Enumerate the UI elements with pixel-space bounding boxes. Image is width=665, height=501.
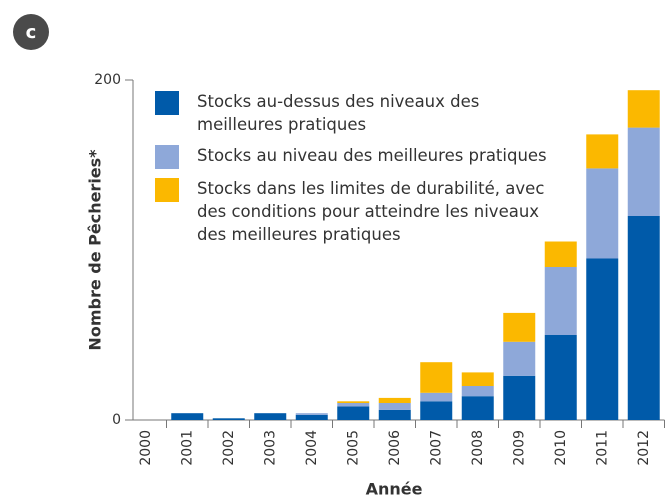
bar-segment xyxy=(337,403,370,407)
bar-segment xyxy=(420,401,453,420)
bar-segment xyxy=(544,267,577,335)
bar-segment xyxy=(295,413,328,415)
bar-segment xyxy=(337,406,370,420)
bar-segment xyxy=(627,216,660,420)
bar-segment xyxy=(586,134,619,169)
bar-segment xyxy=(544,241,577,267)
x-tick-label: 2001 xyxy=(179,430,195,466)
y-axis-label: Nombre de Pêcheries* xyxy=(86,149,105,351)
legend-label: Stocks au niveau des meilleures pratique… xyxy=(197,146,547,165)
legend-swatch xyxy=(155,178,179,202)
bar-segment xyxy=(627,90,660,128)
bar-segment xyxy=(461,372,494,386)
legend-entry: Stocks au-dessus des niveaux des meilleu… xyxy=(155,90,617,136)
bar-segment xyxy=(295,414,328,420)
x-tick-label: 2006 xyxy=(387,430,403,466)
bar-segment xyxy=(503,375,536,420)
panel-label: c xyxy=(26,22,37,43)
legend-entry: Stocks au niveau des meilleures pratique… xyxy=(155,144,617,169)
x-tick-label: 2008 xyxy=(470,430,486,466)
x-tick-label: 2007 xyxy=(428,430,444,466)
bar-segment xyxy=(171,413,204,420)
y-tick-label: 0 xyxy=(112,412,121,428)
legend-label: Stocks dans les limites de durabilité, a… xyxy=(197,179,545,244)
legend-entry: Stocks dans les limites de durabilité, a… xyxy=(155,177,617,246)
legend-swatch xyxy=(155,91,179,115)
x-tick-label: 2011 xyxy=(594,430,610,466)
x-tick-label: 2004 xyxy=(304,430,320,466)
x-tick-label: 2009 xyxy=(511,430,527,466)
legend: Stocks au-dessus des niveaux des meilleu… xyxy=(155,90,617,254)
bar-segment xyxy=(378,403,411,410)
bar-segment xyxy=(627,127,660,216)
bar-segment xyxy=(461,386,494,397)
x-tick-label: 2003 xyxy=(262,430,278,466)
panel-badge xyxy=(13,14,49,50)
bar-segment xyxy=(586,258,619,420)
bar-segment xyxy=(503,312,536,342)
bar-segment xyxy=(586,168,619,259)
x-tick-label: 2000 xyxy=(138,430,154,466)
bar-segment xyxy=(420,392,453,402)
bar-segment xyxy=(378,409,411,420)
bar-segment xyxy=(420,362,453,393)
x-axis-label: Année xyxy=(366,480,423,499)
legend-label: Stocks au-dessus des niveaux des meilleu… xyxy=(197,92,480,134)
bar-segment xyxy=(337,401,370,403)
bar-segment xyxy=(378,397,411,403)
x-tick-label: 2010 xyxy=(553,430,569,466)
bar-segment xyxy=(461,396,494,420)
bar-segment xyxy=(254,413,287,420)
y-tick-label: 200 xyxy=(94,72,121,88)
bar-segment xyxy=(503,341,536,376)
x-tick-label: 2005 xyxy=(345,430,361,466)
bar-segment xyxy=(212,418,245,420)
x-tick-label: 2012 xyxy=(636,430,652,466)
legend-swatch xyxy=(155,145,179,169)
bar-segment xyxy=(544,335,577,420)
x-tick-label: 2002 xyxy=(221,430,237,466)
